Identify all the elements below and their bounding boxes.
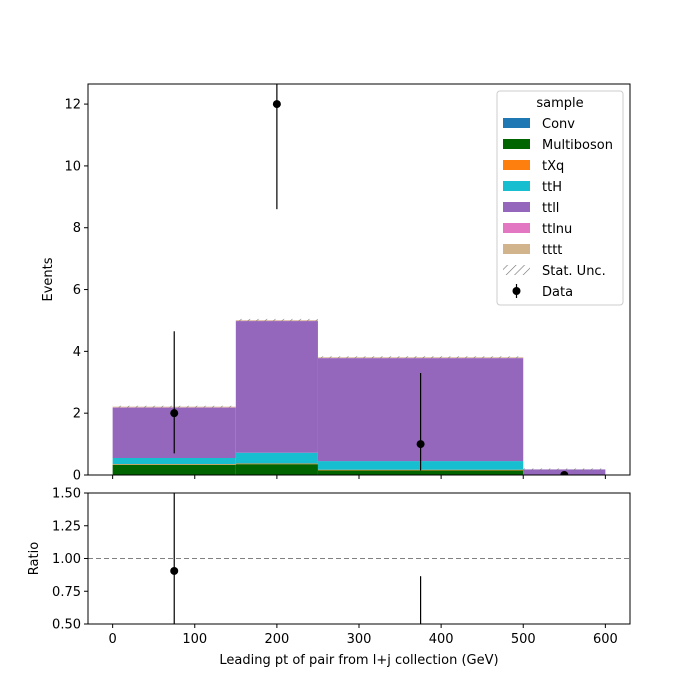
- legend-label-tth: ttH: [542, 180, 562, 195]
- legend-label-data: Data: [542, 285, 573, 300]
- stat-unc-bin-3: [523, 468, 606, 471]
- ratio-y-axis-label: Ratio: [27, 542, 42, 575]
- xtick-label: 0: [108, 632, 116, 647]
- legend-swatch-tttt: [503, 244, 530, 254]
- main-ytick-label: 12: [64, 98, 81, 113]
- bar-multiboson-bin-2: [317, 470, 524, 475]
- legend-label-ttll: ttll: [542, 201, 559, 216]
- legend-label-ttlnu: ttlnu: [542, 222, 572, 237]
- xtick-label: 100: [182, 632, 207, 647]
- legend-label-txq: tXq: [542, 159, 564, 174]
- main-ytick-label: 4: [73, 345, 81, 360]
- main-ytick-label: 10: [64, 159, 81, 174]
- stacked-bars: [112, 320, 606, 475]
- legend-label-multiboson: Multiboson: [542, 138, 613, 153]
- data-point-0: [170, 409, 179, 418]
- ratio-ytick-label: 1.00: [52, 552, 81, 567]
- bar-txq-bin-0: [112, 464, 236, 465]
- bar-txq-bin-1: [235, 463, 318, 465]
- main-y-ticks: 0 2 4 6 8 10 12: [64, 98, 88, 484]
- stat-unc-bin-1: [235, 318, 318, 322]
- x-axis-label: Leading pt of pair from l+j collection (…: [219, 653, 498, 668]
- bar-multiboson-bin-0: [112, 464, 236, 475]
- legend: sample Conv Multiboson tXq ttH ttll ttlnu tttt S…: [496, 90, 624, 306]
- bar-ttll-bin-1: [235, 321, 318, 453]
- data-point-1: [272, 100, 281, 109]
- bar-multiboson-bin-1: [235, 464, 318, 475]
- legend-swatch-ttll: [503, 202, 530, 212]
- legend-swatch-ttlnu: [503, 223, 530, 233]
- data-point-2: [416, 440, 425, 449]
- xtick-label: 500: [511, 632, 536, 647]
- legend-swatch-txq: [503, 160, 530, 170]
- xtick-label: 600: [593, 632, 618, 647]
- xtick-label: 300: [347, 632, 372, 647]
- ratio-ytick-label: 0.75: [52, 585, 81, 600]
- main-panel: 0 2 4 6 8 10 12 Events sample Conv Multiboson tXq…: [41, 83, 631, 484]
- main-ytick-label: 2: [73, 407, 81, 422]
- legend-swatch-stat-unc: [503, 265, 530, 275]
- bar-tth-bin-0: [112, 458, 236, 465]
- legend-swatch-multiboson: [503, 139, 530, 149]
- legend-swatch-conv: [503, 118, 530, 128]
- legend-label-stat-unc: Stat. Unc.: [542, 264, 606, 279]
- ratio-y-ticks: 0.50 0.75 1.00 1.25 1.50: [52, 487, 88, 633]
- data-point-3: [560, 471, 569, 475]
- legend-title: sample: [536, 96, 583, 111]
- main-ytick-label: 8: [73, 221, 81, 236]
- bar-tth-bin-1: [235, 452, 318, 464]
- ratio-x-ticks: 0 100 200 300 400 500 600: [108, 624, 618, 647]
- ratio-point-0: [170, 566, 179, 575]
- main-x-ticks: [112, 475, 606, 479]
- ratio-ytick-label: 1.50: [52, 487, 81, 502]
- legend-swatch-tth: [503, 181, 530, 191]
- main-ytick-label: 6: [73, 283, 81, 298]
- xtick-label: 200: [264, 632, 289, 647]
- legend-label-conv: Conv: [542, 117, 575, 132]
- ratio-panel: 0.50 0.75 1.00 1.25 1.50 0 100 200 300 400 500 600…: [27, 487, 631, 668]
- xtick-label: 400: [429, 632, 454, 647]
- stat-unc-bin-2: [317, 356, 524, 359]
- main-ytick-label: 0: [73, 469, 81, 484]
- ratio-points: [170, 493, 422, 624]
- main-y-axis-label: Events: [41, 257, 56, 301]
- legend-label-tttt: tttt: [542, 243, 562, 258]
- data-points: [170, 84, 569, 475]
- ratio-ytick-label: 1.25: [52, 519, 81, 534]
- ratio-ytick-label: 0.50: [52, 618, 81, 633]
- legend-data-marker: [512, 287, 521, 295]
